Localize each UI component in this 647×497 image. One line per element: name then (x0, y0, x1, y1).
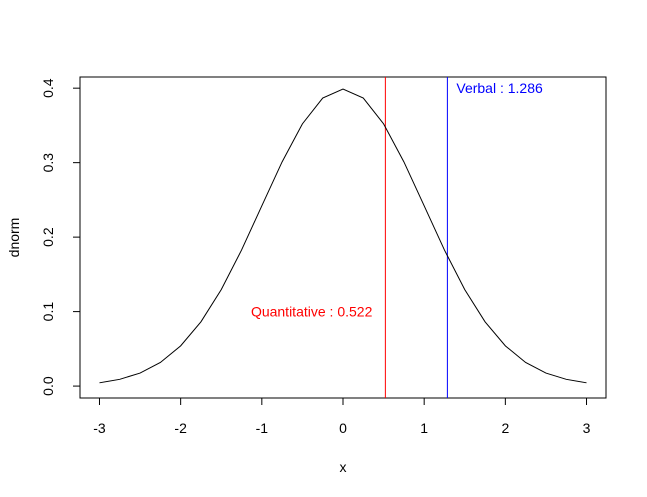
x-tick-label: 1 (420, 420, 428, 436)
x-tick-label: -2 (174, 420, 187, 436)
y-tick-label: 0.3 (40, 153, 56, 173)
y-tick-label: 0.4 (40, 78, 56, 98)
plot-frame (79, 76, 607, 399)
y-axis-label: dnorm (6, 218, 22, 258)
y-tick-label: 0.0 (40, 376, 56, 396)
y-tick-label: 0.2 (40, 227, 56, 247)
x-tick-label: 2 (501, 420, 509, 436)
annotation-label: Verbal : 1.286 (456, 80, 543, 96)
density-line (99, 88, 587, 384)
x-tick-label: 3 (583, 420, 591, 436)
x-axis-label: x (340, 459, 347, 475)
y-tick-label: 0.1 (40, 302, 56, 322)
annotations: Quantitative : 0.522 Verbal : 1.286 (251, 80, 543, 319)
x-tick-label: 0 (339, 420, 347, 436)
density-series (99, 88, 587, 384)
reference-lines (384, 77, 448, 398)
annotation-label: Quantitative : 0.522 (251, 304, 373, 320)
x-tick-label: -3 (93, 420, 106, 436)
x-tick-label: -1 (256, 420, 269, 436)
x-axis: -3 -2 -1 0 1 2 3 (93, 397, 591, 436)
y-axis: 0.0 0.1 0.2 0.3 0.4 (40, 78, 81, 396)
